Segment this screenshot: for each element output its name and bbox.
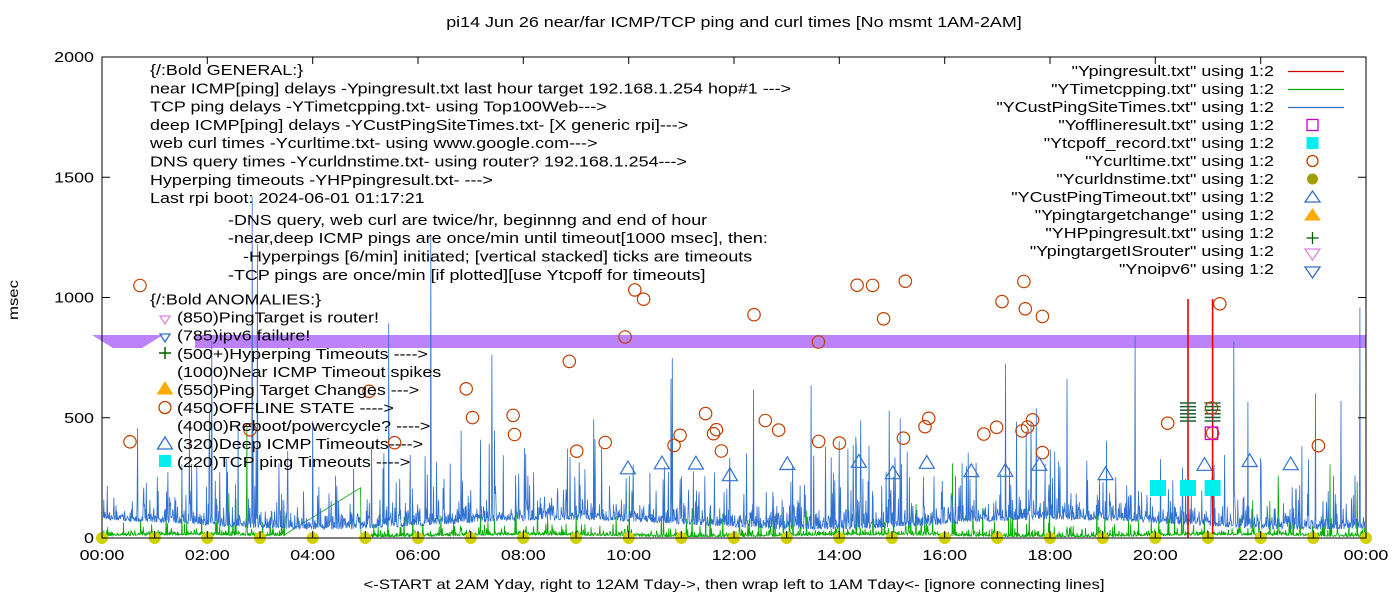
svg-text:pi14 Jun 26 near/far ICMP/TCP: pi14 Jun 26 near/far ICMP/TCP ping and c… (446, 14, 1022, 31)
svg-text:1000: 1000 (54, 290, 94, 307)
svg-text:1500: 1500 (54, 169, 94, 186)
svg-text:500: 500 (64, 410, 94, 427)
svg-text:deep ICMP[ping] delays -YCustP: deep ICMP[ping] delays -YCustPingSiteTim… (150, 117, 688, 134)
svg-text:"YTimetcpping.txt" using 1:2: "YTimetcpping.txt" using 1:2 (1051, 81, 1274, 98)
svg-text:12:00: 12:00 (712, 547, 757, 564)
svg-text:"Ytcpoff_record.txt" using 1:2: "Ytcpoff_record.txt" using 1:2 (1044, 135, 1274, 152)
svg-text:TCP ping delays -YTimetcpping.: TCP ping delays -YTimetcpping.txt- using… (150, 99, 607, 116)
svg-text:DNS query times -Ycurldnstime.: DNS query times -Ycurldnstime.txt- using… (150, 154, 687, 171)
svg-text:14:00: 14:00 (817, 547, 862, 564)
svg-text:-TCP pings are once/min [if pl: -TCP pings are once/min [if plotted][use… (228, 267, 705, 284)
svg-text:06:00: 06:00 (396, 547, 441, 564)
svg-text:web curl times -Ycurltime.txt-: web curl times -Ycurltime.txt- using www… (149, 135, 598, 152)
svg-text:msec: msec (5, 280, 21, 320)
svg-text:-DNS query, web curl are twice: -DNS query, web curl are twice/hr, begin… (228, 212, 707, 229)
svg-text:"YCustPingTimeout.txt" using 1: "YCustPingTimeout.txt" using 1:2 (1011, 189, 1274, 206)
svg-text:(220)TCP ping Timeouts ---->: (220)TCP ping Timeouts ----> (177, 454, 410, 471)
svg-text:{/:Bold GENERAL:}: {/:Bold GENERAL:} (150, 62, 303, 79)
svg-text:"Ycurltime.txt" using 1:2: "Ycurltime.txt" using 1:2 (1085, 153, 1274, 170)
svg-text:0: 0 (84, 530, 94, 547)
svg-text:00:00: 00:00 (80, 547, 125, 564)
svg-text:04:00: 04:00 (290, 547, 335, 564)
svg-text:(850)PingTarget is router!: (850)PingTarget is router! (177, 310, 379, 327)
svg-text:(550)Ping Target Changes --->: (550)Ping Target Changes ---> (177, 382, 419, 399)
svg-text:"YpingtargetISrouter" using 1:: "YpingtargetISrouter" using 1:2 (1030, 243, 1274, 260)
svg-text:22:00: 22:00 (1238, 547, 1283, 564)
svg-text:(4000)Reboot/powercycle? ---->: (4000)Reboot/powercycle? ----> (177, 418, 431, 435)
svg-text:-Hyperpings [6/min] initiated;: -Hyperpings [6/min] initiated; [vertical… (243, 249, 752, 266)
svg-text:(450)OFFLINE STATE ---->: (450)OFFLINE STATE ----> (177, 400, 394, 417)
svg-text:02:00: 02:00 (185, 547, 230, 564)
svg-text:"Ycurldnstime.txt" using 1:2: "Ycurldnstime.txt" using 1:2 (1056, 171, 1274, 188)
svg-text:"YCustPingSiteTimes.txt" using: "YCustPingSiteTimes.txt" using 1:2 (996, 99, 1274, 116)
svg-text:"Ypingresult.txt" using 1:2: "Ypingresult.txt" using 1:2 (1072, 63, 1274, 80)
svg-text:08:00: 08:00 (501, 547, 546, 564)
svg-text:16:00: 16:00 (922, 547, 967, 564)
svg-text:(1000)Near ICMP Timeout spikes: (1000)Near ICMP Timeout spikes (177, 364, 441, 381)
svg-text:"YHPpingresult.txt" using 1:2: "YHPpingresult.txt" using 1:2 (1045, 225, 1274, 242)
svg-text:"Yofflineresult.txt" using 1:2: "Yofflineresult.txt" using 1:2 (1058, 117, 1274, 134)
svg-text:-near,deep ICMP pings are once: -near,deep ICMP pings are once/min until… (228, 230, 768, 247)
svg-text:(320)Deep ICMP Timeouts---->: (320)Deep ICMP Timeouts----> (177, 436, 423, 453)
svg-text:18:00: 18:00 (1028, 547, 1073, 564)
svg-text:{/:Bold ANOMALIES:}: {/:Bold ANOMALIES:} (150, 292, 321, 309)
svg-text:2000: 2000 (54, 49, 94, 66)
svg-text:"Ypingtargetchange" using 1:2: "Ypingtargetchange" using 1:2 (1035, 207, 1274, 224)
svg-text:near ICMP[ping] delays -Ypingr: near ICMP[ping] delays -Ypingresult.txt … (150, 80, 791, 97)
svg-text:20:00: 20:00 (1133, 547, 1178, 564)
svg-text:00:00: 00:00 (1344, 547, 1389, 564)
svg-text:(785)ipv6 failure!: (785)ipv6 failure! (177, 328, 310, 345)
svg-text:"Ynoipv6" using 1:2: "Ynoipv6" using 1:2 (1119, 261, 1274, 278)
svg-text:Hyperping timeouts -YHPpingres: Hyperping timeouts -YHPpingresult.txt- -… (150, 172, 493, 189)
svg-text:10:00: 10:00 (606, 547, 651, 564)
svg-text:(500+)Hyperping Timeouts ---->: (500+)Hyperping Timeouts ----> (177, 346, 428, 363)
svg-text:Last rpi boot: 2024-06-01 01:1: Last rpi boot: 2024-06-01 01:17:21 (150, 190, 425, 207)
svg-text:<-START at 2AM Yday, right to: <-START at 2AM Yday, right to 12AM Tday-… (364, 576, 1105, 592)
